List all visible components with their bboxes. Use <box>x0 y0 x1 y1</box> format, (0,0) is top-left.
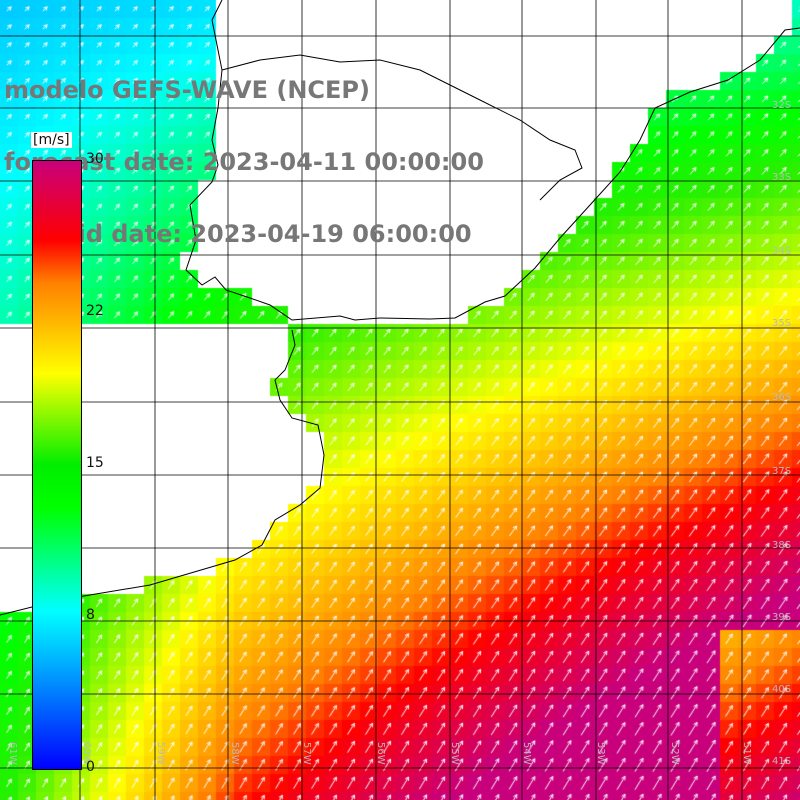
legend-unit: [m/s] <box>31 132 72 148</box>
title-model: modelo GEFS-WAVE (NCEP) <box>4 76 370 104</box>
longitude-label: 53W <box>595 742 606 765</box>
longitude-label: 54W <box>521 742 532 765</box>
coastline-north <box>185 0 800 321</box>
latitude-label: 34S <box>772 246 792 257</box>
longitude-label: 61W <box>7 742 18 765</box>
title-valid-date: valid date: 2023-04-19 06:00:00 <box>4 220 472 248</box>
longitude-label: 55W <box>449 742 460 765</box>
latitude-label: 36S <box>772 392 792 403</box>
legend-tick-30: 30 <box>86 151 104 167</box>
latitude-label: 35S <box>772 318 792 329</box>
longitude-label: 57W <box>301 742 312 765</box>
longitude-label: 59W <box>155 742 166 765</box>
latitude-label: 38S <box>772 540 792 551</box>
border-line <box>221 54 583 201</box>
color-scale-bar <box>32 160 82 770</box>
longitude-label: 51W <box>741 742 752 765</box>
latitude-label: 41S <box>772 756 792 767</box>
longitude-label: 52W <box>669 742 680 765</box>
legend-tick-0: 0 <box>86 759 95 775</box>
legend-tick-8: 8 <box>86 607 95 623</box>
coastline-south <box>0 329 325 616</box>
latitude-label: 37S <box>772 466 792 477</box>
longitude-label: 58W <box>229 742 240 765</box>
legend-tick-15: 15 <box>86 455 104 471</box>
latitude-label: 39S <box>772 612 792 623</box>
latitude-label: 33S <box>772 172 792 183</box>
legend-tick-22: 22 <box>86 303 104 319</box>
latitude-label: 40S <box>772 684 792 695</box>
latitude-label: 32S <box>772 100 792 111</box>
longitude-label: 56W <box>375 742 386 765</box>
